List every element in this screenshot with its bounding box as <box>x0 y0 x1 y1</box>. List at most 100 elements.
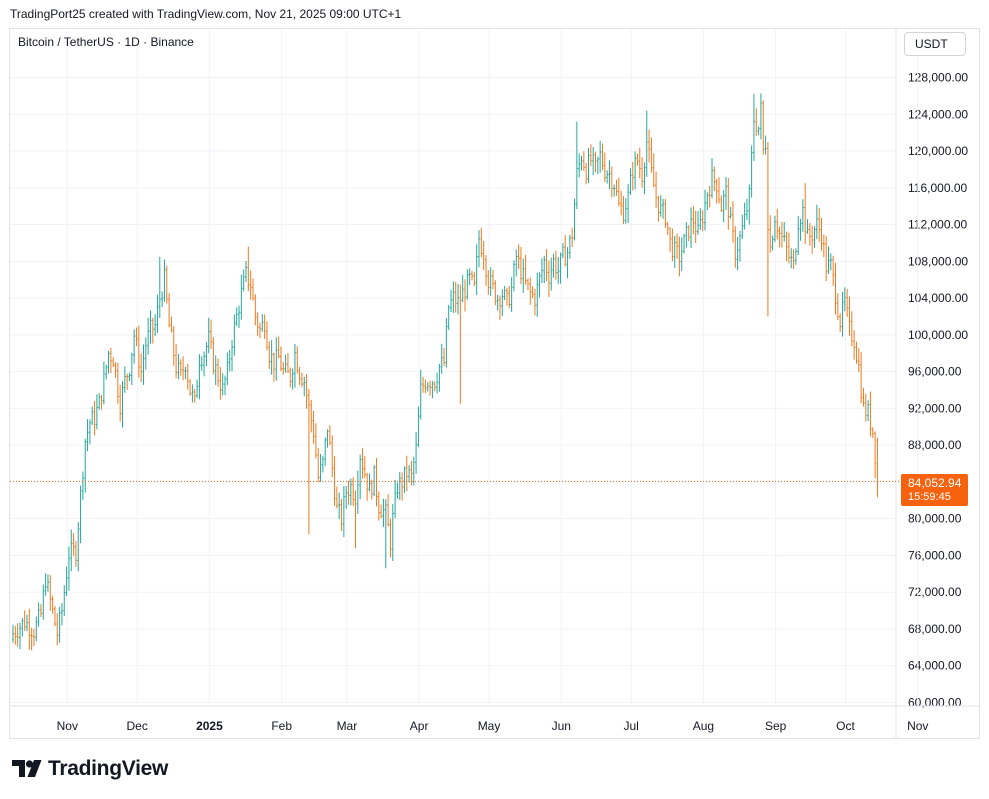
ohlc-bar <box>487 270 490 295</box>
tradingview-brand[interactable]: TradingView <box>12 757 168 781</box>
ohlc-bar <box>659 195 662 217</box>
ohlc-bar <box>503 285 506 301</box>
ohlc-bar <box>326 429 329 448</box>
ohlc-bar <box>517 244 520 270</box>
ohlc-bar <box>380 504 383 519</box>
x-tick-label: Sep <box>765 719 787 733</box>
ohlc-bar <box>137 325 140 378</box>
ohlc-bar <box>382 498 385 527</box>
ohlc-bar <box>834 262 837 315</box>
ohlc-bar <box>282 361 285 375</box>
ohlc-bar <box>634 151 637 190</box>
ohlc-bar <box>219 367 222 400</box>
ohlc-bar <box>298 366 301 385</box>
ohlc-bar <box>815 204 818 240</box>
ohlc-bar <box>797 215 800 256</box>
ohlc-bar <box>489 267 492 296</box>
ohlc-bar <box>51 595 54 614</box>
ohlc-bar <box>855 341 858 364</box>
ohlc-bar <box>540 258 543 284</box>
ohlc-bar <box>49 575 52 611</box>
ohlc-bar <box>65 566 68 597</box>
ohlc-bar <box>429 380 432 396</box>
tradingview-wordmark: TradingView <box>48 757 169 780</box>
ohlc-bar <box>601 143 604 171</box>
ohlc-bar <box>717 177 720 204</box>
ohlc-bar <box>363 456 366 478</box>
ohlc-bar <box>836 293 839 320</box>
ohlc-bar <box>352 477 355 507</box>
ohlc-bar <box>832 255 835 286</box>
ohlc-bar <box>261 314 264 332</box>
ohlc-bar <box>126 373 129 390</box>
ohlc-bar <box>300 372 303 388</box>
ohlc-bar <box>575 121 578 210</box>
ohlc-bar <box>596 156 599 175</box>
x-tick-label: Oct <box>836 719 855 733</box>
ohlc-bar <box>706 192 709 211</box>
ohlc-bar <box>265 321 268 351</box>
ohlc-bar <box>151 317 154 344</box>
chart-frame[interactable] <box>9 28 980 739</box>
ohlc-bar <box>711 158 713 199</box>
ohlc-bar <box>314 423 317 459</box>
ohlc-bar <box>245 260 247 282</box>
ohlc-bar <box>664 199 667 228</box>
ohlc-bar <box>827 246 830 274</box>
ohlc-bar <box>608 160 611 190</box>
symbol-title[interactable]: Bitcoin / TetherUS · 1D · Binance <box>18 35 194 49</box>
ohlc-bar <box>200 356 203 371</box>
ohlc-bar <box>580 155 583 171</box>
ohlc-bar <box>77 522 80 572</box>
ohlc-bar <box>839 313 842 333</box>
ohlc-bar <box>342 485 345 538</box>
ohlc-bar <box>144 337 147 370</box>
y-tick-label: 100,000.00 <box>908 328 968 342</box>
ohlc-bar <box>130 352 133 386</box>
ohlc-bar <box>317 447 320 483</box>
ohlc-bar <box>354 490 357 549</box>
ohlc-bar <box>738 230 741 262</box>
ohlc-bar <box>501 289 504 317</box>
ohlc-bar <box>876 437 879 498</box>
y-tick-label: 72,000.00 <box>908 585 962 599</box>
currency-selector[interactable]: USDT <box>904 32 966 56</box>
ohlc-bar <box>454 281 457 313</box>
ohlc-bar <box>405 455 408 491</box>
ohlc-bar <box>452 281 455 313</box>
ohlc-bar <box>543 255 546 284</box>
ohlc-bar <box>773 215 776 242</box>
ohlc-bar <box>466 269 469 300</box>
ohlc-bar <box>599 140 602 173</box>
ohlc-bar <box>822 234 825 258</box>
ohlc-bar <box>848 296 851 336</box>
y-tick-label: 64,000.00 <box>908 659 962 673</box>
x-tick-label: Apr <box>410 719 429 733</box>
ohlc-bar <box>186 363 189 390</box>
ohlc-bar <box>484 255 487 286</box>
ohlc-bar <box>669 226 672 253</box>
ohlc-bar <box>114 362 117 378</box>
ohlc-bar <box>445 317 448 368</box>
ohlc-bar <box>708 185 711 208</box>
ohlc-bar <box>291 368 294 390</box>
ohlc-bar <box>93 400 96 436</box>
ohlc-bar <box>228 349 231 372</box>
ohlc-bar <box>762 100 765 155</box>
ohlc-bar <box>736 236 739 271</box>
ohlc-bar <box>557 257 560 284</box>
ohlc-bar <box>426 382 429 392</box>
ohlc-bar <box>554 250 557 280</box>
ohlc-bar <box>179 359 182 376</box>
ohlc-bar <box>436 372 439 394</box>
ohlc-bar <box>799 218 802 241</box>
ohlc-bar <box>867 400 870 421</box>
ohlc-bar <box>480 227 483 258</box>
ohlc-bar <box>874 431 877 479</box>
ohlc-bar <box>163 259 166 302</box>
ohlc-bar <box>787 232 790 264</box>
ohlc-bar <box>606 170 609 184</box>
ohlc-bar <box>620 190 623 216</box>
ohlc-bar <box>177 353 180 380</box>
